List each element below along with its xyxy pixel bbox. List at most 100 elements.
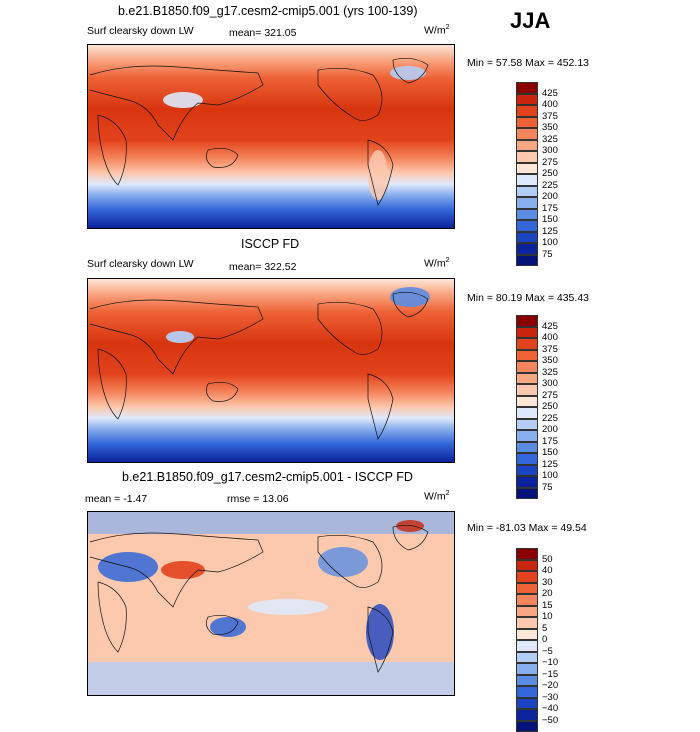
colorbar2-tick-label: 425 <box>542 321 558 333</box>
colorbar1-tick-label: 275 <box>542 157 558 169</box>
colorbar1-swatch <box>516 128 538 140</box>
panel3-namerica-negative <box>318 547 368 577</box>
colorbar3-swatch <box>516 640 538 652</box>
colorbar3-swatch <box>516 652 538 664</box>
colorbar2-tick-label: 175 <box>542 436 558 448</box>
colorbar1-swatch <box>516 255 538 267</box>
colorbar2-tick-label: 250 <box>542 401 558 413</box>
colorbar2-tick-label: 150 <box>542 447 558 459</box>
panel1-units-sup: 2 <box>446 24 450 31</box>
colorbar1-swatch <box>516 163 538 175</box>
colorbar2-tick-label: 325 <box>542 367 558 379</box>
colorbar2-tick-label: 75 <box>542 482 553 494</box>
colorbar3-tick-label: −50 <box>542 715 558 727</box>
colorbar2-tick-label: 225 <box>542 413 558 425</box>
colorbar3-tick-label: −15 <box>542 669 558 681</box>
panel2-field <box>88 279 454 462</box>
colorbar3-swatch <box>516 548 538 560</box>
panel1-map <box>87 44 455 229</box>
colorbar2-swatch <box>516 476 538 488</box>
colorbar3-swatch <box>516 617 538 629</box>
panel1-map-svg <box>88 45 454 228</box>
colorbar3-swatch <box>516 686 538 698</box>
season-label: JJA <box>510 8 550 34</box>
panel1-minmax: Min = 57.58 Max = 452.13 <box>467 57 589 69</box>
panel2-tibet-low <box>166 331 194 343</box>
colorbar1-tick-label: 75 <box>542 249 553 261</box>
colorbar3-swatch <box>516 709 538 721</box>
colorbar1-tick-label: 125 <box>542 226 558 238</box>
colorbar3-tick-label: 20 <box>542 588 553 600</box>
colorbar1-swatch <box>516 140 538 152</box>
colorbar3-swatch <box>516 560 538 572</box>
colorbar3-swatch <box>516 629 538 641</box>
panel2-map <box>87 278 455 463</box>
colorbar1-tick-label: 325 <box>542 134 558 146</box>
panel2-title: ISCCP FD <box>241 237 299 251</box>
colorbar1-swatch <box>516 232 538 244</box>
panel2-units: W/m2 <box>424 257 449 270</box>
colorbar1-swatch <box>516 105 538 117</box>
colorbar2-tick-label: 125 <box>542 459 558 471</box>
panel3-minmax: Min = -81.03 Max = 49.54 <box>467 522 587 534</box>
colorbar1-swatch <box>516 94 538 106</box>
colorbar3-tick-label: 40 <box>542 565 553 577</box>
colorbar3-swatch <box>516 606 538 618</box>
colorbar2-tick-label: 350 <box>542 355 558 367</box>
colorbar1-swatch <box>516 151 538 163</box>
colorbar3-swatch <box>516 571 538 583</box>
panel2-units-text: W/m <box>424 258 446 270</box>
colorbar3-tick-label: −10 <box>542 657 558 669</box>
panel2-map-svg <box>88 279 454 462</box>
colorbar1-tick-label: 225 <box>542 180 558 192</box>
colorbar2-swatch <box>516 361 538 373</box>
colorbar2-tick-label: 300 <box>542 378 558 390</box>
panel3-units-sup: 2 <box>446 490 450 497</box>
colorbar3-tick-label: 15 <box>542 600 553 612</box>
colorbar2-tick-label: 200 <box>542 424 558 436</box>
colorbar2-swatch <box>516 315 538 327</box>
colorbar1-tick-label: 300 <box>542 145 558 157</box>
colorbar2-swatch <box>516 373 538 385</box>
panel3-title: b.e21.B1850.f09_g17.cesm2-cmip5.001 - IS… <box>122 470 413 484</box>
colorbar3-tick-label: 0 <box>542 634 547 646</box>
colorbar1-tick-label: 200 <box>542 191 558 203</box>
panel1-units: W/m2 <box>424 24 449 37</box>
colorbar2-swatch <box>516 442 538 454</box>
colorbar2-tick-label: 375 <box>542 344 558 356</box>
colorbar3-tick-label: 30 <box>542 577 553 589</box>
panel3-map-svg <box>88 512 454 695</box>
colorbar3-row: 50 <box>516 548 558 560</box>
colorbar1-tick-label: 100 <box>542 237 558 249</box>
panel3-pacific-band <box>248 599 328 615</box>
colorbar3-swatch <box>516 594 538 606</box>
colorbar1-tick-label: 350 <box>542 122 558 134</box>
colorbar1-swatch <box>516 197 538 209</box>
colorbar2-swatch <box>516 327 538 339</box>
panel1-tibet-low <box>163 92 203 108</box>
colorbar2-swatch <box>516 488 538 500</box>
colorbar1-tick-label: 250 <box>542 168 558 180</box>
panel2-units-sup: 2 <box>446 257 450 264</box>
colorbar1-swatch <box>516 174 538 186</box>
colorbar2-tick-label: 400 <box>542 332 558 344</box>
colorbar1-tick-label: 425 <box>542 88 558 100</box>
colorbar1-swatch <box>516 186 538 198</box>
panel3-rmse-label: rmse = 13.06 <box>227 493 289 505</box>
panel1-mean-label: mean= 321.05 <box>229 27 296 39</box>
colorbar2-swatch <box>516 453 538 465</box>
colorbar3-tick-label: −5 <box>542 646 553 658</box>
colorbar1-tick-label: 375 <box>542 111 558 123</box>
colorbar3-tick-label: −40 <box>542 703 558 715</box>
panel3-units-text: W/m <box>424 491 446 503</box>
colorbar1-tick-label: 400 <box>542 99 558 111</box>
colorbar3-swatch <box>516 675 538 687</box>
colorbar2-swatch <box>516 465 538 477</box>
panel1-units-text: W/m <box>424 25 446 37</box>
colorbar3-tick-label: −20 <box>542 680 558 692</box>
colorbar2-swatch <box>516 338 538 350</box>
colorbar3-tick-label: 5 <box>542 623 547 635</box>
